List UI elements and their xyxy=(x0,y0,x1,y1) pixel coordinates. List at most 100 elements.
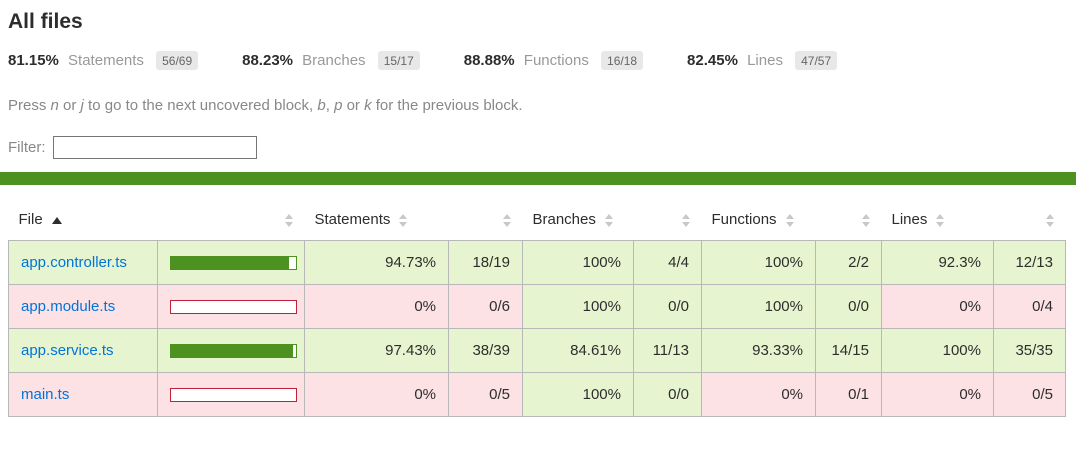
coverage-table-body: app.controller.ts 94.73% 18/19 100% 4/4 100% 2… xyxy=(8,240,1066,417)
hint-text: Press xyxy=(8,97,51,114)
coverage-bar-empty xyxy=(289,256,296,269)
sort-ascending-icon xyxy=(51,216,62,224)
file-cell: app.controller.ts xyxy=(8,240,158,285)
coverage-bar-fill xyxy=(171,344,293,357)
keyboard-hint: Press n or j to go to the next uncovered… xyxy=(8,96,1068,115)
functions-pct: 88.88% xyxy=(463,52,515,69)
sorter-icon xyxy=(936,213,945,227)
sorter-icon xyxy=(1045,213,1054,227)
column-label: File xyxy=(18,211,43,228)
file-cell: main.ts xyxy=(8,372,158,417)
sorter-icon xyxy=(284,213,293,227)
coverage-bar-empty xyxy=(292,344,296,357)
lines-raw-cell: 0/5 xyxy=(993,372,1066,417)
file-cell: app.service.ts xyxy=(8,328,158,373)
lines-fraction-badge: 47/57 xyxy=(795,51,838,70)
statements-raw-cell: 18/19 xyxy=(448,240,523,285)
sorter-icon xyxy=(604,213,613,227)
branches-pct-cell: 84.61% xyxy=(522,328,634,373)
statements-raw-cell: 0/5 xyxy=(448,372,523,417)
branches-label: Branches xyxy=(302,52,366,69)
branches-fraction-badge: 15/17 xyxy=(377,51,420,70)
branches-raw-cell: 0/0 xyxy=(633,284,702,329)
coverage-bar-cell xyxy=(157,372,305,417)
filter-input[interactable] xyxy=(52,136,257,159)
functions-raw-cell: 0/1 xyxy=(815,372,882,417)
branches-pct-cell: 100% xyxy=(522,240,634,285)
statements-raw-cell: 38/39 xyxy=(448,328,523,373)
lines-pct-cell: 0% xyxy=(881,284,994,329)
hint-key: b xyxy=(317,97,326,114)
branches-raw-cell: 11/13 xyxy=(633,328,702,373)
coverage-bar-empty xyxy=(171,388,296,401)
branches-raw-cell: 0/0 xyxy=(633,372,702,417)
table-row: app.service.ts 97.43% 38/39 84.61% 11/13 93.3… xyxy=(8,328,1066,373)
lines-pct-cell: 100% xyxy=(881,328,994,373)
column-header-lines-raw[interactable] xyxy=(994,199,1066,241)
coverage-status-line xyxy=(0,172,1076,185)
column-label: Lines xyxy=(891,211,928,228)
coverage-bar-cell xyxy=(157,328,305,373)
column-header-functions-pct[interactable]: Functions xyxy=(702,199,816,241)
branches-raw-cell: 4/4 xyxy=(633,240,702,285)
functions-pct-cell: 100% xyxy=(701,284,816,329)
hint-key: j xyxy=(80,97,84,114)
coverage-bar xyxy=(170,299,297,314)
functions-raw-cell: 2/2 xyxy=(815,240,882,285)
functions-pct-cell: 100% xyxy=(701,240,816,285)
sorter-icon xyxy=(502,213,511,227)
column-header-branches-raw[interactable] xyxy=(634,199,702,241)
column-header-functions-raw[interactable] xyxy=(816,199,882,241)
column-label: Statements xyxy=(314,211,391,228)
column-header-statements-pct[interactable]: Statements xyxy=(305,199,449,241)
filter-label: Filter: xyxy=(8,139,46,156)
branches-pct: 88.23% xyxy=(242,52,293,69)
hint-text: , xyxy=(325,97,335,114)
file-link[interactable]: app.module.ts xyxy=(21,298,116,315)
coverage-bar-cell xyxy=(157,240,305,285)
coverage-bar-fill xyxy=(171,256,290,269)
functions-pct-cell: 0% xyxy=(701,372,816,417)
table-row: app.module.ts 0% 0/6 100% 0/0 100% 0/0 0% 0/4 xyxy=(8,284,1066,329)
filter-row: Filter: xyxy=(8,136,1068,159)
metric-functions: 88.88% Functions 16/18 xyxy=(463,51,644,70)
hint-key: k xyxy=(364,97,372,114)
coverage-bar xyxy=(170,343,297,358)
statements-pct: 81.15% xyxy=(8,52,59,69)
sorter-icon xyxy=(861,213,870,227)
file-link[interactable]: app.controller.ts xyxy=(21,254,127,271)
column-header-statements-raw[interactable] xyxy=(449,199,523,241)
column-header-branches-pct[interactable]: Branches xyxy=(523,199,634,241)
page-title: All files xyxy=(8,10,83,33)
statements-label: Statements xyxy=(68,52,144,69)
functions-label: Functions xyxy=(523,52,589,69)
lines-raw-cell: 35/35 xyxy=(993,328,1066,373)
sorter-icon xyxy=(681,213,690,227)
column-header-file[interactable]: File xyxy=(9,199,158,241)
hint-text: to go to the next uncovered block, xyxy=(83,97,318,114)
metric-lines: 82.45% Lines 47/57 xyxy=(687,51,838,70)
functions-pct-cell: 93.33% xyxy=(701,328,816,373)
statements-raw-cell: 0/6 xyxy=(448,284,523,329)
column-header-pic[interactable] xyxy=(158,199,305,241)
functions-raw-cell: 14/15 xyxy=(815,328,882,373)
table-row: main.ts 0% 0/5 100% 0/0 0% 0/1 0% 0/5 xyxy=(8,372,1066,417)
metric-branches: 88.23% Branches 15/17 xyxy=(242,51,420,70)
statements-fraction-badge: 56/69 xyxy=(156,51,199,70)
coverage-bar xyxy=(170,255,297,270)
table-header-row: File Statements Branches Functions Lines xyxy=(9,199,1066,241)
hint-text: for the previous block. xyxy=(371,97,523,114)
coverage-bar xyxy=(170,387,297,402)
lines-pct-cell: 0% xyxy=(881,372,994,417)
file-link[interactable]: app.service.ts xyxy=(21,342,114,359)
coverage-bar-cell xyxy=(157,284,305,329)
lines-pct-cell: 92.3% xyxy=(881,240,994,285)
statements-pct-cell: 94.73% xyxy=(304,240,449,285)
lines-raw-cell: 12/13 xyxy=(993,240,1066,285)
functions-fraction-badge: 16/18 xyxy=(601,51,644,70)
column-header-lines-pct[interactable]: Lines xyxy=(882,199,994,241)
statements-pct-cell: 0% xyxy=(304,372,449,417)
statements-pct-cell: 0% xyxy=(304,284,449,329)
file-link[interactable]: main.ts xyxy=(21,386,70,403)
functions-raw-cell: 0/0 xyxy=(815,284,882,329)
